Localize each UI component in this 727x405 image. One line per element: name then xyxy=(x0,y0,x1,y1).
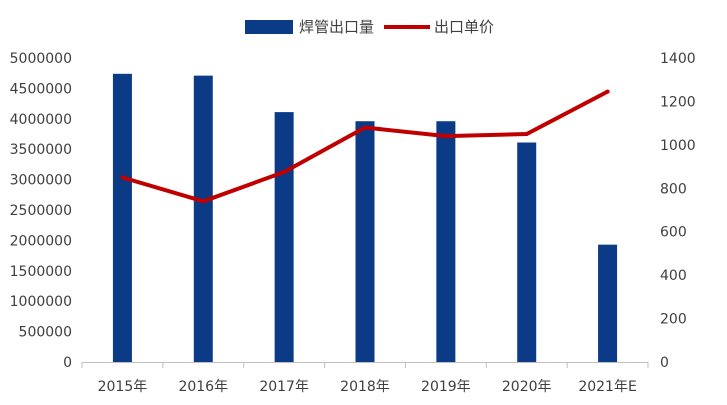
x-tick-label: 2020年 xyxy=(502,379,552,395)
bar xyxy=(112,73,132,363)
bar xyxy=(598,244,618,362)
y-right-tick-label: 600 xyxy=(660,225,687,241)
y-left-tick-label: 0 xyxy=(63,355,72,371)
x-tick-label: 2015年 xyxy=(98,379,148,395)
y-left-tick-label: 2500000 xyxy=(10,203,72,219)
y-right-tick-label: 1400 xyxy=(660,51,696,67)
x-tick-label: 2021年E xyxy=(578,379,636,395)
bar xyxy=(436,121,456,363)
bar xyxy=(274,112,294,362)
y-left-tick-label: 1000000 xyxy=(10,294,72,310)
y-left-tick-label: 2000000 xyxy=(10,233,72,249)
legend: 焊管出口量 出口单价 xyxy=(245,18,494,36)
y-right-tick-label: 800 xyxy=(660,181,687,197)
x-tick-label: 2018年 xyxy=(340,379,390,395)
y-left-tick-label: 5000000 xyxy=(10,51,72,67)
line-point xyxy=(443,134,448,139)
y-right-tick-label: 1000 xyxy=(660,138,696,154)
y-right-tick-label: 400 xyxy=(660,268,687,284)
y-left-tick-label: 1500000 xyxy=(10,264,72,280)
line-point xyxy=(201,199,206,204)
x-tick-label: 2017年 xyxy=(259,379,309,395)
line-point xyxy=(363,125,367,130)
legend-label-line: 出口单价 xyxy=(434,18,494,36)
y-left-tick-label: 4000000 xyxy=(10,112,72,128)
plot-area: 0 500000 1000000 1500000 2000000 2500000 30000… xyxy=(10,51,696,395)
y-right-tick-label: 0 xyxy=(660,355,669,371)
line-point xyxy=(120,175,125,180)
bar xyxy=(517,142,537,362)
legend-label-bar: 焊管出口量 xyxy=(299,18,374,36)
bar xyxy=(193,75,213,362)
bar xyxy=(355,121,375,363)
y-left-tick-label: 500000 xyxy=(19,325,72,341)
x-tick-label: 2016年 xyxy=(178,379,228,395)
x-tick-label: 2019年 xyxy=(421,379,471,395)
y-left-tick-label: 4500000 xyxy=(10,81,72,97)
y-right-tick-label: 1200 xyxy=(660,94,696,110)
y-left-tick-label: 3500000 xyxy=(10,142,72,158)
line-point xyxy=(605,89,610,94)
y-right-tick-label: 200 xyxy=(660,312,687,328)
y-left-tick-label: 3000000 xyxy=(10,173,72,189)
line-point xyxy=(282,170,287,174)
line-point xyxy=(524,132,529,136)
legend-swatch-bar xyxy=(245,20,293,34)
